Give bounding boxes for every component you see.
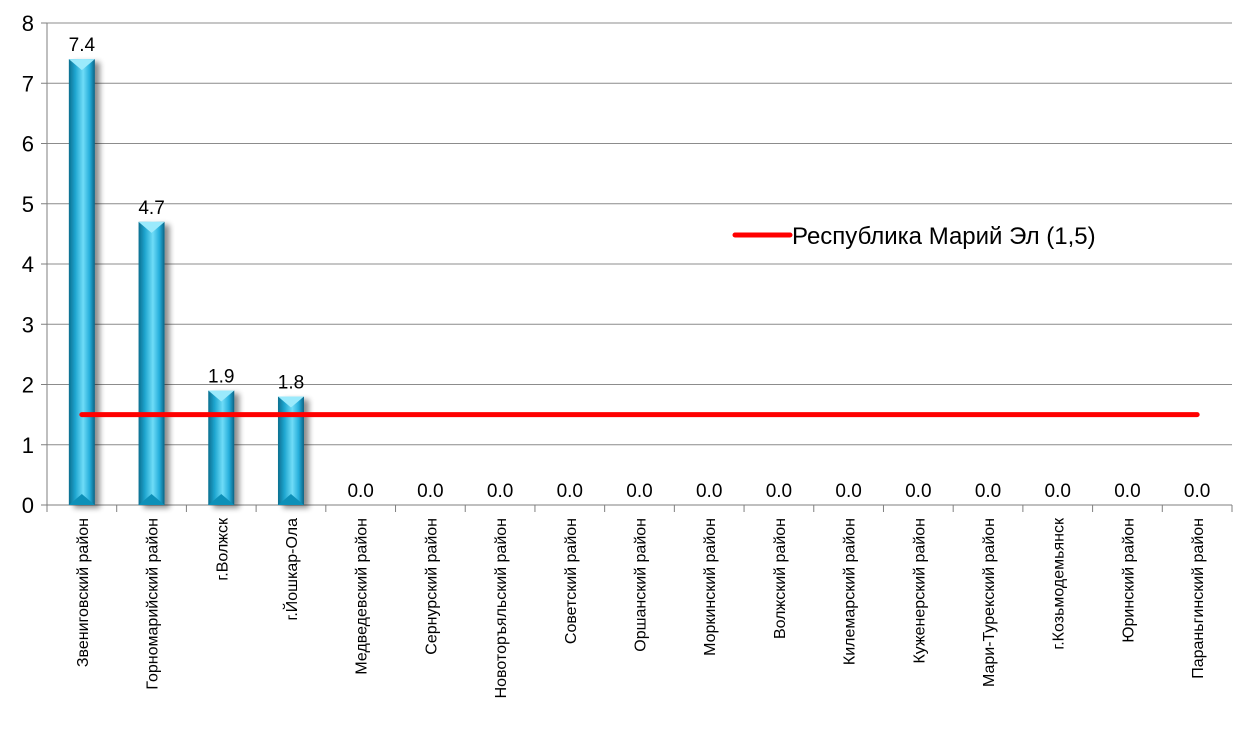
bar-top-facet [277, 396, 304, 408]
bar-body [138, 221, 165, 505]
y-tick-label: 4 [22, 252, 34, 277]
category-label: г.Йошкар-Ола [282, 518, 301, 621]
data-label: 1.9 [208, 367, 234, 388]
y-tick-label: 7 [22, 71, 34, 96]
legend-label: Республика Марий Эл (1,5) [792, 223, 1096, 250]
category-label: Оршанский район [633, 518, 650, 652]
data-label: 0.0 [905, 481, 931, 502]
bar [208, 390, 235, 505]
bar [138, 221, 165, 505]
axes: 0 1 2 3 4 5 6 7 8 [22, 11, 1233, 518]
y-tick-label: 2 [22, 373, 34, 398]
category-label: Медведевский район [354, 518, 371, 675]
bar-bottom-facet [138, 494, 165, 505]
y-tick-label: 1 [22, 433, 34, 458]
y-tick-label: 5 [22, 192, 34, 217]
bars [68, 59, 304, 506]
data-label: 0.0 [1184, 481, 1210, 502]
category-label: Мари-Турекский район [981, 518, 998, 687]
data-label: 0.0 [626, 481, 652, 502]
bar-bottom-facet [68, 494, 95, 505]
category-label: Волжский район [772, 518, 789, 639]
category-label: г.Козьмодемьянск [1051, 517, 1068, 650]
category-label: Новоторъяльский район [493, 518, 510, 698]
data-label: 0.0 [487, 481, 513, 502]
data-label: 7.4 [69, 35, 96, 56]
y-tick-label: 3 [22, 312, 34, 337]
bar-top-facet [138, 221, 165, 233]
category-label: Сернурский район [423, 518, 440, 655]
category-label: г.Волжск [214, 517, 231, 581]
legend: Республика Марий Эл (1,5) [732, 223, 1096, 250]
data-label: 1.8 [278, 373, 304, 394]
bar-top-facet [68, 59, 95, 71]
bar [68, 59, 95, 506]
category-label: Звениговский район [75, 518, 92, 667]
data-label: 4.7 [138, 198, 164, 219]
bar-bottom-facet [277, 494, 304, 505]
bar-body [68, 59, 95, 506]
category-label: Килемарский район [842, 518, 859, 665]
category-label: Советский район [563, 518, 580, 644]
data-label: 0.0 [835, 481, 861, 502]
category-label: Моркинский район [702, 518, 719, 656]
data-label: 0.0 [347, 481, 373, 502]
bar-bottom-facet [208, 494, 235, 505]
y-tick-label: 6 [22, 132, 34, 157]
data-label: 0.0 [975, 481, 1001, 502]
data-label: 0.0 [557, 481, 583, 502]
y-tick-label: 0 [22, 493, 34, 518]
data-label: 0.0 [696, 481, 722, 502]
labels: 7.4 Звениговский район 4.7 Горномарийский р… [69, 35, 1211, 698]
category-label: Горномарийский район [145, 518, 162, 690]
bar-body [208, 390, 235, 505]
category-label: Юринский район [1120, 518, 1137, 643]
category-label: Параньгинский район [1190, 518, 1207, 679]
data-label: 0.0 [766, 481, 792, 502]
data-label: 0.0 [1045, 481, 1071, 502]
bar-top-facet [208, 390, 235, 402]
data-label: 0.0 [1114, 481, 1140, 502]
gridlines [47, 22, 1232, 446]
y-tick-label: 8 [22, 11, 34, 36]
data-label: 0.0 [417, 481, 443, 502]
category-label: Куженерский район [911, 518, 928, 664]
